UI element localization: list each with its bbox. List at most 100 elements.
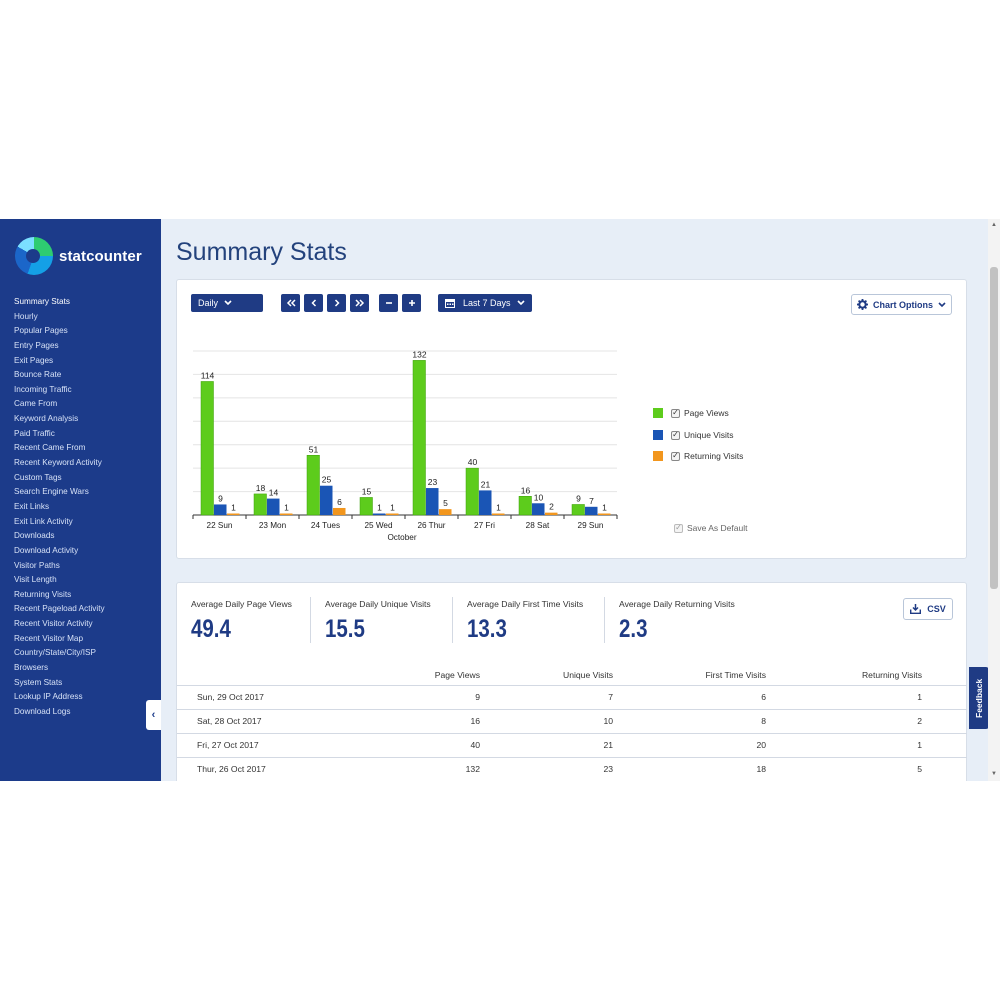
chevron-left-icon: ‹ [151,709,156,721]
sidebar-item-country-state-city-isp[interactable]: Country/State/City/ISP [14,648,96,658]
x-tick-label: 29 Sun [578,521,604,530]
date-range-dropdown[interactable]: Last 7 Days [438,294,532,312]
avg-value: 2.3 [619,615,648,643]
legend-swatch-page-views [653,408,663,418]
sidebar-item-recent-visitor-map[interactable]: Recent Visitor Map [14,633,84,643]
sidebar-item-downloads[interactable]: Downloads [14,531,55,541]
legend-label: Unique Visits [684,430,734,440]
scroll-up-icon[interactable]: ▲ [991,222,997,228]
legend-item-returning-visits[interactable]: ✓ Returning Visits [653,451,743,461]
chevron-right-icon [334,299,340,307]
x-tick-label: 23 Mon [259,521,287,530]
table-cell: 6 [613,684,766,709]
avg-first-time-visits: Average Daily First Time Visits 13.3 [467,599,583,644]
csv-label: CSV [927,604,946,614]
sidebar-item-visitor-paths[interactable]: Visitor Paths [14,560,60,570]
bar-returning-visits [598,513,611,515]
data-label: 6 [337,497,342,507]
minus-icon [385,302,392,304]
zoom-in-button[interactable] [402,294,421,312]
sidebar-item-lookup-ip-address[interactable]: Lookup IP Address [14,692,83,702]
table-row[interactable]: Sat, 28 Oct 2017 16 10 8 2 [177,708,967,733]
sidebar-item-recent-came-from[interactable]: Recent Came From [14,443,86,453]
sidebar-item-download-logs[interactable]: Download Logs [14,706,71,716]
sidebar-item-returning-visits[interactable]: Returning Visits [14,589,72,599]
last-period-button[interactable] [350,294,369,312]
table-cell: 21 [480,732,613,757]
bar-page-views [571,504,585,516]
csv-export-button[interactable]: CSV [903,598,953,620]
bar-unique-visits [214,504,227,515]
table-row[interactable]: Fri, 27 Oct 2017 40 21 20 1 [177,732,967,757]
sidebar-item-search-engine-wars[interactable]: Search Engine Wars [14,487,89,497]
page-title: Summary Stats [176,238,347,266]
legend-label: Returning Visits [684,451,744,461]
checkbox-returning-visits[interactable]: ✓ [671,451,680,461]
sidebar-item-exit-link-activity[interactable]: Exit Link Activity [14,516,73,526]
sidebar-item-came-from[interactable]: Came From [14,399,58,409]
table-row[interactable]: Sun, 29 Oct 2017 9 7 6 1 [177,684,967,709]
x-axis-label: October [387,533,416,542]
chevron-left-icon [310,299,316,307]
granularity-dropdown[interactable]: Daily [191,294,263,312]
scroll-thumb[interactable] [990,267,998,589]
table-cell: 16 [327,708,480,733]
sidebar-item-exit-pages[interactable]: Exit Pages [14,355,54,365]
table-cell: 1 [766,732,922,757]
scroll-down-icon[interactable]: ▼ [991,771,997,777]
data-label: 7 [589,496,594,506]
divider [452,597,453,643]
sidebar-item-hourly[interactable]: Hourly [14,311,38,321]
table-row[interactable]: Thur, 26 Oct 2017 132 23 18 5 [177,756,967,781]
sidebar-item-keyword-analysis[interactable]: Keyword Analysis [14,414,79,424]
sidebar-item-recent-keyword-activity[interactable]: Recent Keyword Activity [14,458,102,468]
sidebar-item-bounce-rate[interactable]: Bounce Rate [14,370,62,380]
sidebar-item-browsers[interactable]: Browsers [14,663,49,673]
sidebar-item-popular-pages[interactable]: Popular Pages [14,326,68,336]
sidebar-item-recent-visitor-activity[interactable]: Recent Visitor Activity [14,619,93,629]
calendar-icon [445,299,455,308]
data-label: 15 [362,486,372,496]
previous-period-button[interactable] [304,294,323,312]
bar-returning-visits [439,509,452,515]
checkbox-save-default[interactable]: ✓ [674,523,683,533]
sidebar-item-summary-stats[interactable]: Summary Stats [14,297,70,306]
granularity-label: Daily [198,298,219,308]
avg-value: 49.4 [191,615,231,643]
statcounter-logo[interactable]: statcounter [15,237,142,275]
chart-options-button[interactable]: Chart Options [851,294,952,315]
collapse-sidebar-button[interactable]: ‹ [146,700,161,730]
data-label: 1 [377,503,382,513]
sidebar-item-incoming-traffic[interactable]: Incoming Traffic [14,384,72,394]
bar-returning-visits [333,507,346,515]
save-as-default-label: Save As Default [687,523,748,533]
table-cell: 1 [766,684,922,709]
table-cell: 8 [613,708,766,733]
legend-item-unique-visits[interactable]: ✓ Unique Visits [653,430,733,440]
data-label: 51 [309,444,319,454]
sidebar-item-download-activity[interactable]: Download Activity [14,545,79,555]
first-period-button[interactable] [281,294,300,312]
sidebar-item-exit-links[interactable]: Exit Links [14,501,50,511]
checkbox-page-views[interactable]: ✓ [671,408,680,418]
sidebar-item-recent-pageload-activity[interactable]: Recent Pageload Activity [14,604,105,614]
save-as-default-checkbox[interactable]: ✓ Save As Default [674,523,747,533]
table-cell-spacer [922,732,967,757]
sidebar-item-visit-length[interactable]: Visit Length [14,575,57,585]
data-label: 5 [443,498,448,508]
avg-label: Average Daily Unique Visits [325,599,431,609]
sidebar-item-custom-tags[interactable]: Custom Tags [14,472,62,482]
zoom-out-button[interactable] [379,294,398,312]
sidebar-item-paid-traffic[interactable]: Paid Traffic [14,428,55,438]
scrollbar[interactable]: ▲ ▼ [988,219,1000,781]
sidebar-item-system-stats[interactable]: System Stats [14,677,63,687]
next-period-button[interactable] [327,294,346,312]
feedback-tab[interactable]: Feedback [969,667,989,729]
x-tick-label: 25 Wed [364,521,393,530]
bar-returning-visits [227,513,240,515]
sidebar-item-entry-pages[interactable]: Entry Pages [14,340,59,350]
daily-stats-table: Page Views Unique Visits First Time Visi… [177,665,967,781]
legend-item-page-views[interactable]: ✓ Page Views [653,408,729,418]
checkbox-unique-visits[interactable]: ✓ [671,430,680,440]
